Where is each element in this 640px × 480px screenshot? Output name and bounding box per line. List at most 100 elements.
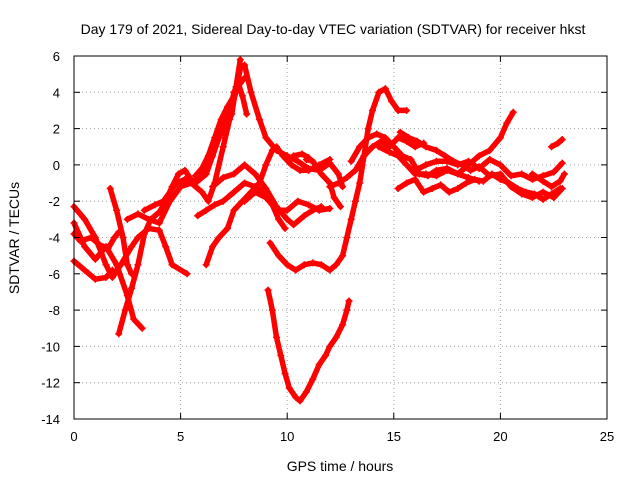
series-trace-16: [302, 155, 344, 211]
data-point: [339, 252, 347, 260]
data-point: [283, 206, 291, 214]
data-point: [343, 306, 351, 314]
data-point: [121, 306, 129, 314]
data-point: [219, 125, 227, 133]
data-point: [394, 134, 402, 142]
data-point: [507, 172, 515, 180]
series-trace-1: [70, 219, 146, 332]
data-point: [509, 108, 517, 116]
data-point: [106, 184, 114, 192]
data-point: [283, 261, 291, 269]
data-point: [262, 194, 270, 202]
data-point: [373, 130, 381, 138]
data-point: [115, 330, 123, 338]
data-point: [403, 161, 411, 169]
data-point: [554, 139, 562, 147]
data-point: [294, 157, 302, 165]
data-point: [360, 152, 368, 160]
data-point: [388, 97, 396, 105]
series-trace-24: [528, 170, 568, 191]
data-point: [209, 183, 217, 191]
data-point: [277, 351, 285, 359]
data-point: [309, 259, 317, 267]
data-point: [548, 190, 556, 198]
data-point: [279, 152, 287, 160]
data-point: [486, 146, 494, 154]
data-point: [209, 243, 217, 251]
data-point: [471, 175, 479, 183]
x-tick-label: 25: [600, 429, 614, 444]
data-point: [413, 137, 421, 145]
data-point: [160, 197, 168, 205]
data-point: [343, 234, 351, 241]
data-point: [351, 197, 359, 205]
data-point: [475, 152, 483, 160]
series-line: [327, 134, 427, 190]
data-point: [503, 119, 511, 127]
data-point: [317, 203, 325, 211]
data-point: [217, 116, 225, 124]
data-point: [138, 324, 146, 332]
data-point: [437, 181, 445, 189]
data-point: [305, 166, 313, 174]
x-tick-label: 5: [177, 429, 184, 444]
data-point: [296, 397, 304, 405]
data-point: [130, 315, 138, 323]
series-trace-8: [140, 56, 244, 214]
data-point: [381, 85, 389, 93]
data-point: [403, 106, 411, 114]
x-tick-label: 0: [70, 429, 77, 444]
data-point: [294, 197, 302, 205]
data-point: [558, 159, 566, 167]
data-point: [443, 166, 451, 174]
data-point: [204, 152, 212, 160]
data-point: [432, 146, 440, 154]
data-point: [81, 215, 89, 223]
data-point: [91, 255, 99, 263]
data-point: [356, 179, 364, 187]
data-point: [496, 161, 504, 169]
data-point: [317, 170, 325, 178]
data-point: [411, 166, 419, 174]
data-point: [102, 273, 110, 281]
data-point: [281, 224, 289, 232]
data-point: [285, 384, 293, 392]
data-point: [119, 234, 127, 241]
data-point: [192, 172, 200, 180]
data-point: [268, 201, 276, 209]
data-point: [302, 388, 310, 396]
x-tick-label: 15: [387, 429, 401, 444]
data-point: [81, 243, 89, 251]
data-point: [351, 166, 359, 174]
data-point: [300, 212, 308, 220]
data-point: [539, 195, 547, 203]
series-trace-4: [70, 257, 116, 283]
data-point: [241, 197, 249, 205]
data-point: [113, 206, 121, 214]
data-point: [326, 183, 334, 191]
data-point: [486, 155, 494, 163]
data-point: [290, 152, 298, 160]
data-point: [326, 204, 334, 212]
series-trace-3: [70, 228, 123, 252]
data-point: [177, 183, 185, 191]
data-point: [539, 188, 547, 196]
data-point: [174, 170, 182, 178]
data-point: [539, 177, 547, 185]
data-point: [140, 230, 148, 238]
data-point: [505, 179, 513, 187]
data-point: [168, 261, 176, 269]
data-point: [236, 56, 244, 64]
data-point: [343, 174, 351, 182]
data-point: [268, 146, 276, 154]
data-point: [230, 206, 238, 214]
data-point: [290, 221, 298, 229]
data-point: [309, 206, 317, 214]
data-point: [230, 92, 238, 100]
data-point: [432, 172, 440, 180]
data-point: [528, 170, 536, 178]
data-point: [347, 157, 355, 165]
grid: [74, 56, 607, 419]
data-point: [243, 110, 251, 118]
data-point: [368, 106, 376, 114]
